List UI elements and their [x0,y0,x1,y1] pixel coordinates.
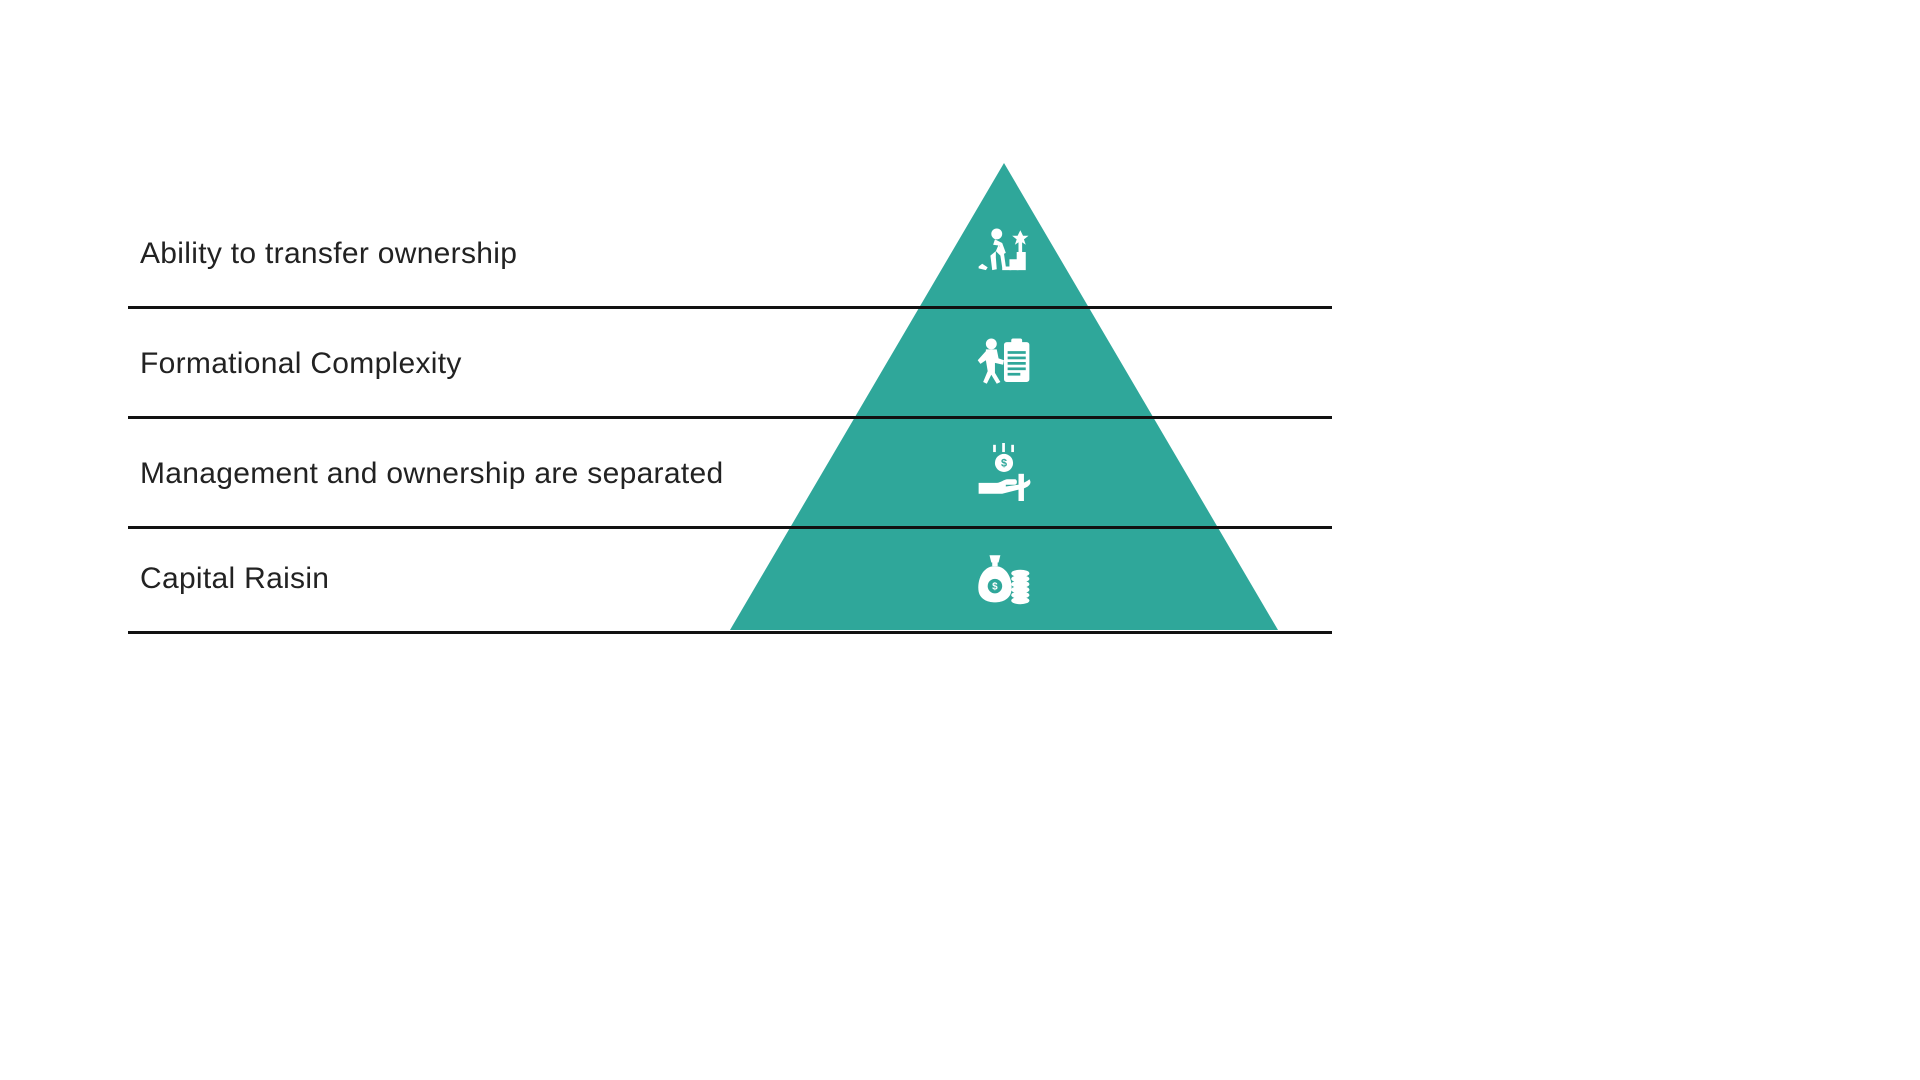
pyramid-triangle [0,0,1920,1080]
infographic-stage: { "pyramid": { "type": "infographic", "b… [0,0,1920,1080]
climb-stairs-icon [975,223,1033,281]
row-label: Capital Raisin [140,562,329,596]
row-label: Formational Complexity [140,347,462,381]
separator-line [128,416,1332,419]
clipboard-person-icon [975,333,1033,391]
hand-coin-icon [975,443,1033,501]
money-bag-coins-icon [975,548,1033,606]
row-label: Management and ownership are separated [140,457,723,491]
row-label: Ability to transfer ownership [140,237,517,271]
separator-line [128,631,1332,634]
separator-line [128,526,1332,529]
separator-line [128,306,1332,309]
